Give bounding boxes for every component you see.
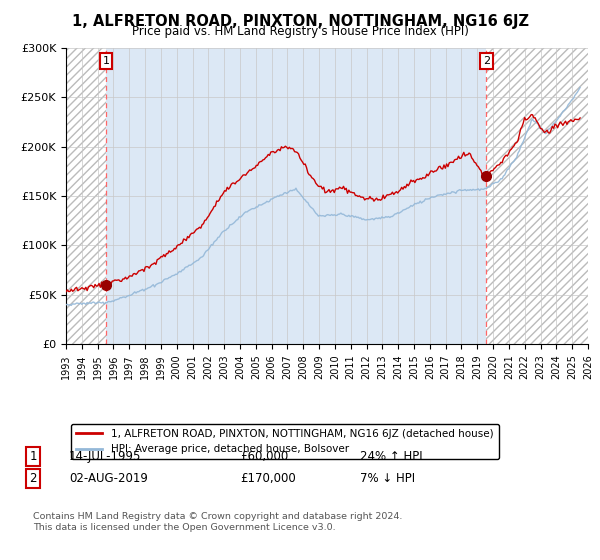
Text: 2: 2 <box>29 472 37 486</box>
Text: £170,000: £170,000 <box>240 472 296 486</box>
Text: 7% ↓ HPI: 7% ↓ HPI <box>360 472 415 486</box>
Text: 1, ALFRETON ROAD, PINXTON, NOTTINGHAM, NG16 6JZ: 1, ALFRETON ROAD, PINXTON, NOTTINGHAM, N… <box>71 14 529 29</box>
Bar <box>66 48 106 344</box>
Bar <box>487 48 588 344</box>
Text: Price paid vs. HM Land Registry's House Price Index (HPI): Price paid vs. HM Land Registry's House … <box>131 25 469 38</box>
Text: £60,000: £60,000 <box>240 450 288 463</box>
Legend: 1, ALFRETON ROAD, PINXTON, NOTTINGHAM, NG16 6JZ (detached house), HPI: Average p: 1, ALFRETON ROAD, PINXTON, NOTTINGHAM, N… <box>71 424 499 459</box>
Text: 1: 1 <box>103 56 110 66</box>
Text: 2: 2 <box>483 56 490 66</box>
Text: 14-JUL-1995: 14-JUL-1995 <box>69 450 142 463</box>
Text: 24% ↑ HPI: 24% ↑ HPI <box>360 450 422 463</box>
Text: 02-AUG-2019: 02-AUG-2019 <box>69 472 148 486</box>
Bar <box>106 48 487 344</box>
Text: 1: 1 <box>29 450 37 463</box>
Text: Contains HM Land Registry data © Crown copyright and database right 2024.
This d: Contains HM Land Registry data © Crown c… <box>33 512 403 532</box>
